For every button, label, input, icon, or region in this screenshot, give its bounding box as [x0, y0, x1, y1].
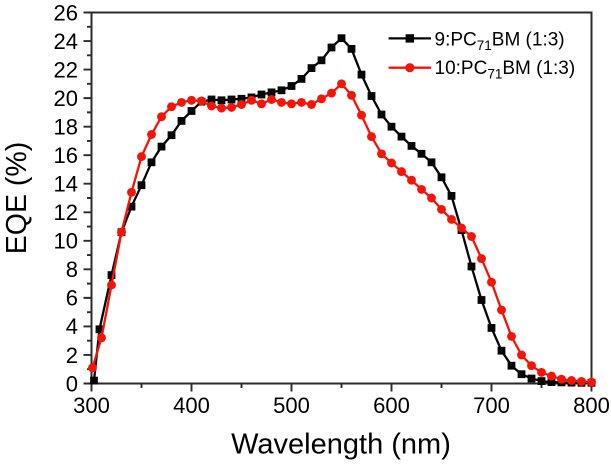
svg-text:0: 0	[66, 371, 78, 396]
svg-text:9:PC71BM (1:3): 9:PC71BM (1:3)	[435, 30, 565, 54]
svg-text:300: 300	[73, 393, 110, 418]
svg-text:10: 10	[54, 229, 78, 254]
svg-text:12: 12	[54, 200, 78, 225]
svg-text:24: 24	[54, 29, 78, 54]
svg-text:26: 26	[54, 0, 78, 25]
svg-text:Wavelength (nm): Wavelength (nm)	[231, 429, 451, 461]
svg-text:600: 600	[373, 393, 410, 418]
svg-text:22: 22	[54, 57, 78, 82]
svg-text:500: 500	[273, 393, 310, 418]
svg-text:14: 14	[54, 172, 78, 197]
svg-text:4: 4	[66, 314, 78, 339]
svg-text:2: 2	[66, 343, 78, 368]
svg-text:18: 18	[54, 115, 78, 140]
svg-text:400: 400	[173, 393, 210, 418]
svg-text:EQE (%): EQE (%)	[1, 142, 33, 254]
svg-text:20: 20	[54, 86, 78, 111]
svg-text:700: 700	[473, 393, 510, 418]
svg-text:10:PC71BM (1:3): 10:PC71BM (1:3)	[435, 58, 576, 82]
svg-text:800: 800	[573, 393, 610, 418]
svg-text:8: 8	[66, 257, 78, 282]
svg-text:6: 6	[66, 286, 78, 311]
svg-text:16: 16	[54, 143, 78, 168]
